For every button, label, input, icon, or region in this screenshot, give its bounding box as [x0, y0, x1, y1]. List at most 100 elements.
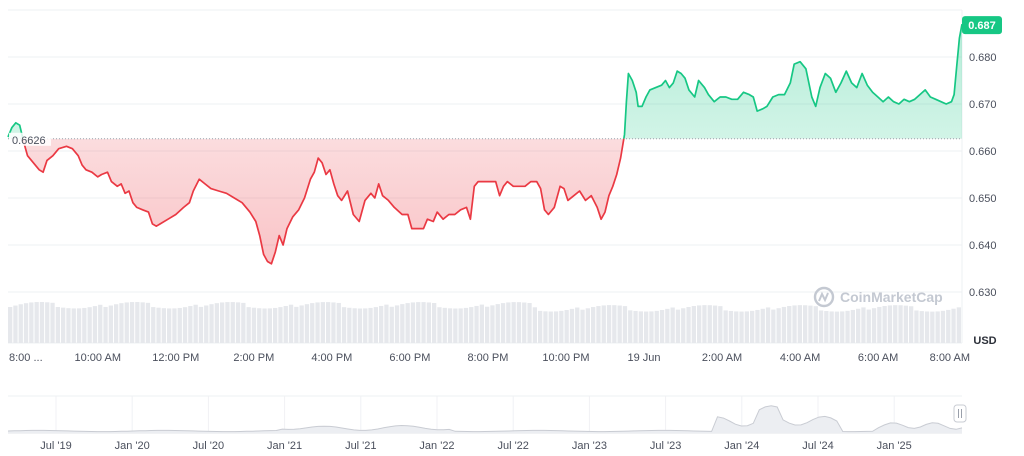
navigator-x-tick-label: Jan '23 [572, 440, 607, 452]
x-tick-label: 19 Jun [627, 352, 660, 364]
volume-bar [310, 303, 315, 343]
volume-bar [744, 311, 749, 343]
volume-bar [437, 307, 442, 343]
x-tick-label: 6:00 AM [858, 352, 898, 364]
volume-bar [416, 302, 421, 343]
volume-bar [797, 305, 802, 343]
volume-bar [177, 307, 182, 343]
volume-bar [919, 311, 924, 343]
volume-bar [220, 302, 225, 343]
volume-bar [813, 306, 818, 343]
y-tick-label: 0.630 [969, 287, 997, 299]
watermark-text: CoinMarketCap [840, 289, 943, 305]
x-tick-label: 2:00 AM [702, 352, 742, 364]
volume-bar [299, 305, 304, 343]
current-price-label: 0.687 [968, 20, 996, 32]
volume-bar [564, 310, 569, 343]
volume-bar [946, 309, 951, 343]
navigator-x-tick-label: Jan '22 [419, 440, 454, 452]
navigator-x-tick-label: Jul '19 [40, 440, 71, 452]
navigator-x-tick-label: Jul '21 [345, 440, 376, 452]
volume-bar [23, 303, 29, 343]
volume-bar [267, 308, 272, 343]
volume-bar [506, 302, 511, 343]
baseline-value-label: 0.6626 [12, 135, 46, 147]
y-tick-label: 0.680 [969, 52, 997, 64]
volume-bar [553, 311, 559, 343]
navigator-line [7, 405, 963, 433]
volume-bar [882, 306, 887, 343]
volume-bar [373, 307, 378, 343]
volume-bar [463, 307, 469, 343]
volume-bar [538, 310, 543, 343]
volume-bar [71, 308, 76, 343]
below-baseline-fill [8, 138, 962, 264]
volume-bar [182, 307, 188, 343]
volume-bars [8, 302, 961, 343]
navigator-handle[interactable] [953, 404, 967, 423]
volume-bar [500, 303, 506, 343]
volume-bar [363, 308, 368, 343]
volume-bar [585, 308, 590, 343]
volume-bar [924, 311, 930, 343]
volume-bar [469, 307, 474, 343]
baseline-label: 0.6626 [9, 132, 51, 147]
volume-bar [129, 302, 135, 343]
navigator-x-tick-label: Jan '24 [724, 440, 759, 452]
volume-bar [98, 304, 103, 343]
volume-bar [834, 311, 840, 343]
volume-bar [156, 307, 161, 343]
volume-bar [871, 308, 877, 343]
volume-bar [569, 308, 575, 343]
x-tick-label: 4:00 AM [780, 352, 820, 364]
navigator-x-tick-label: Jul '23 [650, 440, 681, 452]
volume-bar [559, 310, 564, 343]
volume-bar [750, 310, 755, 343]
volume-bar [771, 309, 776, 343]
volume-bar [792, 305, 797, 343]
volume-bar [426, 302, 431, 343]
volume-bar [92, 306, 98, 343]
x-tick-label: 8:00 PM [467, 352, 508, 364]
volume-bar [135, 302, 140, 343]
volume-bar [606, 305, 612, 343]
range-navigator[interactable]: Jul '19 Jan '20 Jul '20 Jan '21 Jul '21 Jan '… [7, 395, 967, 452]
volume-bar [829, 311, 834, 343]
volume-bar [251, 307, 257, 343]
volume-bar [347, 307, 352, 343]
volume-bar [935, 311, 940, 343]
volume-bar [315, 302, 320, 343]
volume-bar [230, 302, 235, 343]
volume-bar [204, 305, 209, 343]
navigator-handle-box[interactable] [953, 404, 967, 423]
volume-bar [82, 307, 87, 343]
volume-bar [214, 303, 219, 343]
volume-bar [856, 308, 861, 343]
volume-bar [114, 304, 119, 343]
volume-bar [755, 309, 760, 343]
x-tick-label: 10:00 PM [542, 352, 589, 364]
volume-bar [909, 306, 914, 343]
volume-bar [167, 308, 172, 343]
y-tick-label: 0.670 [969, 99, 997, 111]
navigator-area [8, 405, 962, 433]
volume-bar [808, 305, 813, 343]
volume-bar [781, 306, 787, 343]
volume-bar [140, 302, 145, 343]
volume-bar [898, 305, 903, 343]
volume-bar [903, 305, 908, 343]
volume-bar [575, 307, 580, 343]
volume-bar [659, 310, 665, 343]
x-tick-label: 2:00 PM [233, 352, 274, 364]
volume-bar [384, 304, 389, 343]
volume-bar [145, 302, 151, 343]
volume-bar [55, 307, 60, 343]
volume-bar [87, 307, 92, 343]
volume-bar [278, 307, 283, 343]
volume-bar [29, 302, 34, 343]
volume-bar [866, 309, 871, 343]
y-axis-ticks: 0.630 0.640 0.650 0.660 0.670 0.680 [969, 52, 997, 299]
volume-bar [336, 302, 341, 343]
volume-bar [665, 308, 670, 343]
